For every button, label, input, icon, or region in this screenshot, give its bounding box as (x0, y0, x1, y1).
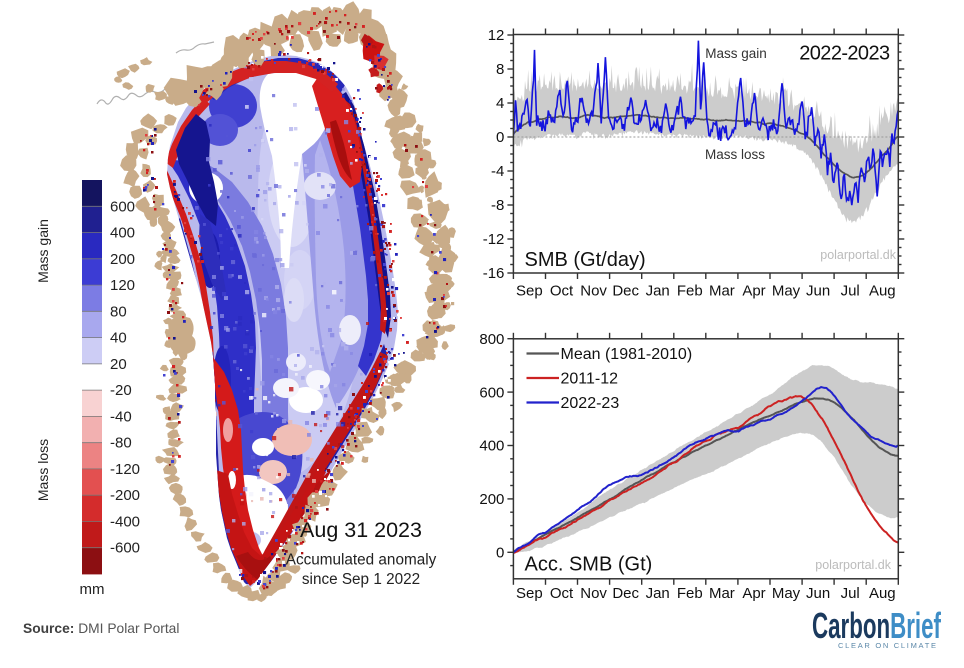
svg-text:Feb: Feb (677, 585, 703, 602)
svg-text:May: May (772, 585, 801, 602)
svg-text:Nov: Nov (580, 283, 607, 300)
svg-text:Oct: Oct (550, 283, 574, 300)
svg-text:-120: -120 (110, 461, 140, 478)
svg-text:polarportal.dk: polarportal.dk (815, 558, 891, 572)
svg-text:800: 800 (479, 331, 504, 348)
svg-text:SMB (Gt/day): SMB (Gt/day) (525, 249, 646, 271)
svg-text:Jul: Jul (841, 283, 860, 300)
svg-text:-4: -4 (491, 163, 504, 180)
svg-text:Mass gain: Mass gain (35, 219, 51, 283)
svg-text:-8: -8 (491, 197, 504, 214)
svg-text:-12: -12 (483, 231, 505, 248)
svg-text:20: 20 (110, 356, 127, 373)
svg-text:4: 4 (496, 95, 504, 112)
svg-text:Sep: Sep (516, 283, 543, 300)
svg-text:2022-23: 2022-23 (561, 395, 620, 412)
svg-text:Mar: Mar (709, 283, 735, 300)
svg-text:-200: -200 (110, 487, 140, 504)
svg-text:Acc. SMB (Gt): Acc. SMB (Gt) (525, 554, 653, 576)
svg-text:Aug: Aug (869, 585, 896, 602)
svg-text:CarbonBrief: CarbonBrief (812, 605, 942, 646)
svg-text:Mean (1981-2010): Mean (1981-2010) (561, 346, 693, 363)
svg-text:8: 8 (496, 61, 504, 78)
svg-text:Aug: Aug (869, 283, 896, 300)
svg-text:12: 12 (488, 27, 505, 44)
svg-text:Mass loss: Mass loss (705, 147, 765, 162)
svg-text:400: 400 (479, 438, 504, 455)
svg-text:-400: -400 (110, 514, 140, 531)
svg-text:600: 600 (110, 198, 135, 215)
svg-text:-16: -16 (483, 265, 505, 282)
svg-text:Aug 31 2023: Aug 31 2023 (300, 518, 422, 542)
svg-text:Apr: Apr (742, 585, 765, 602)
svg-text:polarportal.dk: polarportal.dk (820, 248, 896, 262)
svg-text:600: 600 (479, 384, 504, 401)
svg-text:Dec: Dec (612, 585, 639, 602)
svg-text:Mar: Mar (709, 585, 735, 602)
svg-text:40: 40 (110, 330, 127, 347)
svg-text:CLEAR ON CLIMATE: CLEAR ON CLIMATE (838, 641, 939, 650)
svg-text:200: 200 (110, 251, 135, 268)
svg-text:400: 400 (110, 225, 135, 242)
svg-text:120: 120 (110, 277, 135, 294)
svg-text:2011-12: 2011-12 (561, 371, 619, 388)
svg-text:Source: DMI Polar Portal: Source: DMI Polar Portal (23, 621, 179, 636)
svg-text:Apr: Apr (742, 283, 765, 300)
svg-text:Jun: Jun (806, 585, 830, 602)
svg-text:Mass loss: Mass loss (35, 439, 51, 501)
svg-text:Oct: Oct (550, 585, 574, 602)
svg-text:Jan: Jan (646, 283, 670, 300)
svg-text:Nov: Nov (580, 585, 607, 602)
svg-text:-40: -40 (110, 408, 132, 425)
svg-text:Mass gain: Mass gain (705, 46, 767, 61)
svg-text:-80: -80 (110, 435, 132, 452)
svg-text:0: 0 (496, 129, 504, 146)
svg-text:Accumulated anomaly: Accumulated anomaly (286, 552, 437, 569)
svg-text:Sep: Sep (516, 585, 543, 602)
svg-text:Jan: Jan (646, 585, 670, 602)
svg-text:2022-2023: 2022-2023 (799, 43, 890, 65)
svg-text:Jun: Jun (806, 283, 830, 300)
svg-text:May: May (772, 283, 801, 300)
svg-text:0: 0 (496, 545, 504, 562)
svg-text:80: 80 (110, 303, 127, 320)
svg-text:Jul: Jul (841, 585, 860, 602)
svg-text:200: 200 (479, 491, 504, 508)
svg-text:Feb: Feb (677, 283, 703, 300)
svg-text:mm: mm (80, 581, 105, 598)
svg-text:-600: -600 (110, 540, 140, 557)
svg-text:-20: -20 (110, 382, 132, 399)
svg-text:Dec: Dec (612, 283, 639, 300)
svg-text:since Sep 1 2022: since Sep 1 2022 (302, 571, 420, 588)
